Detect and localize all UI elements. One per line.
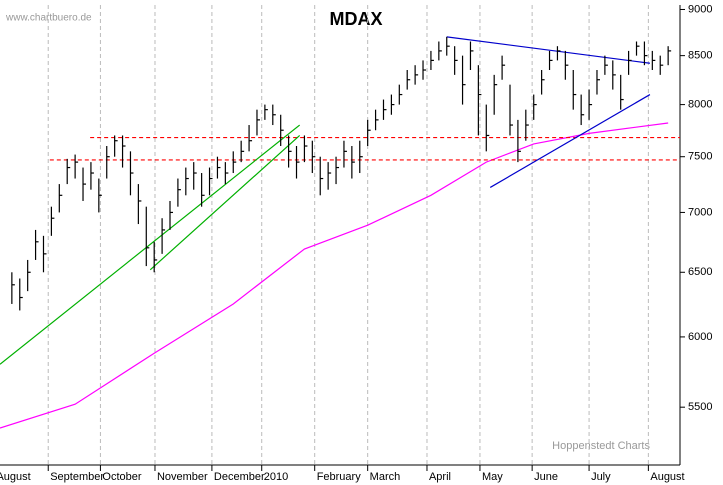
x-tick-label: April (429, 471, 451, 483)
x-tick-label: February (317, 471, 362, 483)
x-tick-label: May (482, 471, 503, 483)
y-tick-label: 6500 (688, 266, 712, 278)
trend-line (0, 122, 669, 429)
y-tick-label: 7000 (688, 206, 712, 218)
x-tick-label: September (50, 471, 104, 483)
x-tick-label: March (370, 471, 401, 483)
x-tick-label: 2010 (264, 471, 288, 483)
x-tick-label: October (102, 471, 141, 483)
trend-line (446, 36, 651, 64)
y-tick-label: 7500 (688, 151, 712, 163)
y-tick-label: 8500 (688, 50, 712, 62)
chart-title: MDAX (330, 9, 383, 29)
y-tick-label: 9000 (688, 3, 712, 15)
x-tick-label: August (0, 471, 31, 483)
trend-line (149, 135, 301, 271)
x-tick-label: August (650, 471, 684, 483)
x-tick-label: November (157, 471, 208, 483)
x-tick-label: June (534, 471, 558, 483)
x-tick-label: July (591, 471, 611, 483)
y-tick-label: 6000 (688, 331, 712, 343)
y-tick-label: 8000 (688, 98, 712, 110)
source: www.chartbuero.de (5, 13, 92, 24)
trend-line (489, 94, 651, 188)
y-tick-label: 5500 (688, 401, 712, 413)
credit: Hoppenstedt Charts (552, 440, 650, 452)
x-tick-label: December (214, 471, 265, 483)
trend-line (0, 124, 301, 365)
